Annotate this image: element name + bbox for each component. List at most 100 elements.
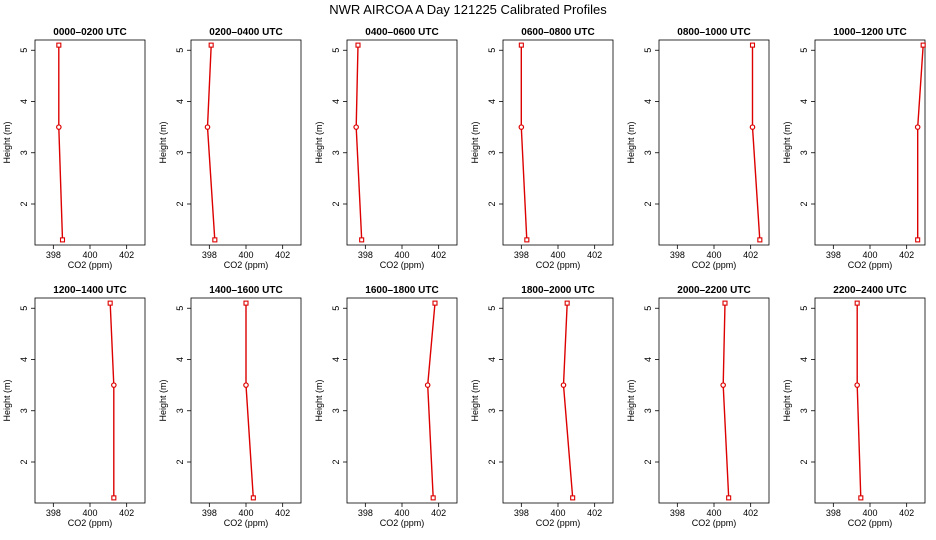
x-tick-label: 400 (238, 250, 253, 260)
data-point-circle (204, 124, 211, 130)
profile-panel: 1400–1600 UTC 398 400 402 CO2 (ppm) 2 3 4 5 Heigh… (158, 285, 302, 528)
profile-panel: 1000–1200 UTC 398 400 402 CO2 (ppm) 2 3 4 5 Heigh… (782, 27, 926, 270)
y-axis-label: Height (m) (626, 379, 636, 421)
y-tick-label: 4 (331, 357, 341, 362)
data-point-square (359, 237, 365, 243)
data-point-circle (56, 124, 62, 130)
x-axis-label: CO2 (ppm) (692, 260, 737, 270)
data-point-square (915, 237, 921, 243)
x-tick-label: 400 (550, 250, 565, 260)
y-tick-label: 3 (487, 150, 497, 155)
y-tick-label: 2 (331, 201, 341, 206)
y-tick-label: 5 (331, 306, 341, 311)
y-axis-label: Height (m) (626, 121, 636, 163)
x-tick-label: 400 (862, 508, 877, 518)
y-tick-label: 2 (175, 459, 185, 464)
y-tick-label: 4 (175, 99, 185, 104)
y-tick-label: 5 (643, 306, 653, 311)
data-point-circle (243, 382, 249, 388)
y-tick-label: 3 (643, 408, 653, 413)
x-tick-label: 398 (46, 508, 61, 518)
y-tick-label: 2 (487, 201, 497, 206)
profile-panel: 1200–1400 UTC 398 400 402 CO2 (ppm) 2 3 4 5 Heigh… (2, 285, 146, 528)
panels-grid: 0000–0200 UTC 398 400 402 CO2 (ppm) 2 3 4 5 Heigh… (2, 27, 926, 528)
x-tick-label: 398 (670, 508, 685, 518)
data-point-square (722, 300, 728, 306)
x-axis-label: CO2 (ppm) (380, 518, 425, 528)
y-tick-label: 2 (175, 201, 185, 206)
y-tick-label: 5 (331, 48, 341, 53)
panel-title: 1000–1200 UTC (833, 27, 906, 38)
x-axis-label: CO2 (ppm) (380, 260, 425, 270)
data-point-square (107, 300, 113, 306)
x-axis-label: CO2 (ppm) (224, 518, 269, 528)
y-tick-label: 5 (175, 48, 185, 53)
y-tick-label: 5 (19, 306, 29, 311)
panel-title: 0200–0400 UTC (209, 27, 282, 38)
x-tick-label: 402 (275, 508, 290, 518)
x-axis-label: CO2 (ppm) (68, 518, 113, 528)
data-point-square (432, 300, 438, 306)
y-tick-label: 4 (487, 99, 497, 104)
data-point-circle (749, 124, 756, 130)
panel-title: 0800–1000 UTC (677, 27, 750, 38)
panel-title: 0400–0600 UTC (365, 27, 438, 38)
x-tick-label: 400 (394, 508, 409, 518)
panel-title: 2200–2400 UTC (833, 285, 906, 296)
x-tick-label: 398 (46, 250, 61, 260)
panel-title: 0600–0800 UTC (521, 27, 594, 38)
y-axis-label: Height (m) (158, 379, 168, 421)
profile-panel: 0000–0200 UTC 398 400 402 CO2 (ppm) 2 3 4 5 Heigh… (2, 27, 146, 270)
y-tick-label: 5 (19, 48, 29, 53)
x-tick-label: 402 (743, 508, 758, 518)
data-point-square (564, 300, 570, 306)
y-tick-label: 5 (799, 306, 809, 311)
y-tick-label: 3 (643, 150, 653, 155)
data-point-square (59, 237, 66, 243)
panel-title: 0000–0200 UTC (53, 27, 126, 38)
y-tick-label: 2 (799, 201, 809, 206)
x-tick-label: 398 (670, 250, 685, 260)
y-tick-label: 4 (643, 99, 653, 104)
data-point-circle (854, 382, 860, 388)
data-point-circle (560, 382, 567, 388)
panel-title: 1200–1400 UTC (53, 285, 126, 296)
y-axis-label: Height (m) (158, 121, 168, 163)
panel-title: 1600–1800 UTC (365, 285, 438, 296)
x-tick-label: 400 (82, 508, 97, 518)
data-point-circle (720, 382, 726, 388)
y-axis-label: Height (m) (470, 121, 480, 163)
x-axis-label: CO2 (ppm) (848, 518, 893, 528)
y-axis-label: Height (m) (314, 121, 324, 163)
x-tick-label: 400 (82, 250, 97, 260)
y-tick-label: 2 (19, 459, 29, 464)
x-tick-label: 400 (706, 508, 721, 518)
profile-panel: 1800–2000 UTC 398 400 402 CO2 (ppm) 2 3 4 5 Heigh… (470, 285, 614, 528)
figure-title: NWR AIRCOA A Day 121225 Calibrated Profi… (329, 2, 607, 17)
data-point-square (56, 42, 62, 48)
y-tick-label: 2 (643, 201, 653, 206)
data-point-square (355, 42, 361, 48)
y-tick-label: 2 (487, 459, 497, 464)
x-axis-label: CO2 (ppm) (692, 518, 737, 528)
data-point-circle (914, 124, 921, 130)
y-tick-label: 3 (175, 150, 185, 155)
profile-panel: 0200–0400 UTC 398 400 402 CO2 (ppm) 2 3 4 5 Heigh… (158, 27, 302, 270)
y-tick-label: 4 (175, 357, 185, 362)
data-point-square (726, 495, 732, 501)
y-tick-label: 2 (643, 459, 653, 464)
x-tick-label: 402 (899, 250, 914, 260)
y-tick-label: 2 (799, 459, 809, 464)
data-point-square (757, 237, 763, 243)
data-point-square (243, 300, 249, 306)
y-tick-label: 3 (175, 408, 185, 413)
y-tick-label: 4 (799, 99, 809, 104)
y-tick-label: 4 (331, 99, 341, 104)
profile-panel: 0600–0800 UTC 398 400 402 CO2 (ppm) 2 3 4 5 Heigh… (470, 27, 614, 270)
x-tick-label: 402 (275, 250, 290, 260)
y-axis-label: Height (m) (2, 379, 12, 421)
data-point-square (570, 495, 576, 501)
data-point-circle (111, 382, 117, 388)
panel-title: 2000–2200 UTC (677, 285, 750, 296)
